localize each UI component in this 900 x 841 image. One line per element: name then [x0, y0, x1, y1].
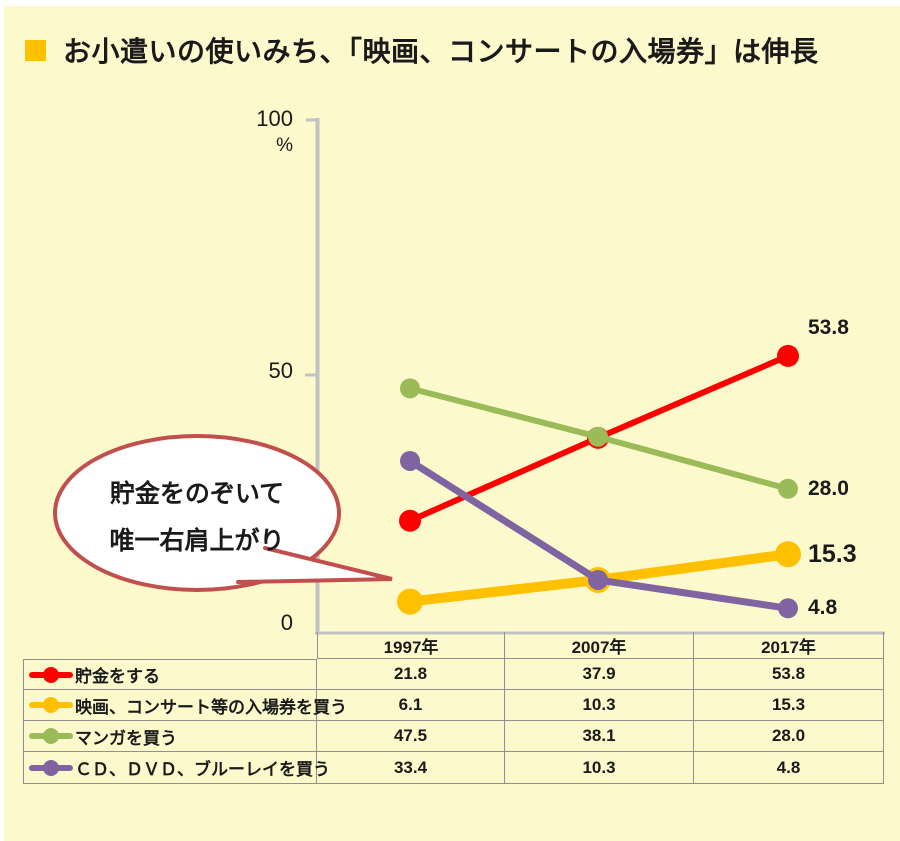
table-cell: 10.3: [505, 690, 694, 721]
legend-row-manga: マンガを買う: [23, 721, 317, 752]
series-marker-0: [399, 509, 421, 532]
y-axis-label-50: 50: [268, 358, 293, 383]
slide-background: [4, 6, 900, 841]
series-marker-3: [400, 450, 420, 471]
table-corner-empty: [23, 632, 317, 659]
table-cell: 4.8: [694, 752, 884, 784]
column-header-1997: 1997年: [317, 632, 505, 659]
series-marker-1: [775, 541, 801, 568]
table-cell: 33.4: [317, 752, 505, 784]
legend-label: 貯金をする: [75, 667, 160, 686]
end-value-label-0: 53.8: [808, 315, 849, 339]
legend-row-cd-dvd: ＣＤ、ＤＶＤ、ブルーレイを買う: [23, 752, 330, 784]
legend-marker-red-icon: [29, 666, 73, 684]
table-cell: 28.0: [694, 721, 884, 752]
table-cell: 38.1: [505, 721, 694, 752]
page-title: お小遣いの使いみち、「映画、コンサートの入場券」は伸長: [63, 36, 819, 67]
legend-row-tickets: 映画、コンサート等の入場券を買う: [23, 690, 347, 721]
legend-marker-gold-icon: [29, 696, 73, 714]
column-header-2007: 2007年: [505, 632, 694, 659]
table-cell: 53.8: [694, 659, 884, 690]
table-cell: 6.1: [317, 690, 505, 721]
title-bullet-square-icon: [25, 39, 46, 61]
speech-bubble: [53, 434, 393, 592]
series-marker-2: [400, 378, 420, 399]
table-cell: 37.9: [505, 659, 694, 690]
table-cell: 47.5: [317, 721, 505, 752]
table-cell: 15.3: [694, 690, 884, 721]
series-marker-0: [777, 344, 799, 367]
y-axis-unit-percent: %: [276, 135, 293, 156]
series-marker-2: [778, 478, 798, 499]
y-axis-label-0: 0: [280, 610, 293, 635]
table-cell: 21.8: [317, 659, 505, 690]
data-table: 1997年 2007年 2017年 貯金をする 21.8 37.9 53.8 映…: [23, 632, 884, 784]
legend-label: マンガを買う: [75, 728, 177, 748]
series-marker-3: [588, 569, 608, 590]
annotation-line-2: 唯一右肩上がり: [109, 527, 285, 555]
table-cell: 10.3: [505, 752, 694, 784]
legend-marker-purple-icon: [29, 759, 73, 777]
series-marker-1: [397, 588, 423, 615]
speech-bubble-tail: [236, 546, 393, 584]
series-marker-3: [778, 598, 798, 619]
series-marker-2: [588, 426, 608, 447]
title-row: お小遣いの使いみち、「映画、コンサートの入場券」は伸長: [25, 30, 819, 70]
end-value-label-2: 28.0: [808, 476, 849, 500]
annotation-line-1: 貯金をのぞいて: [109, 480, 285, 508]
legend-row-savings: 貯金をする: [23, 659, 317, 690]
y-axis-label-100: 100: [256, 106, 293, 131]
series-layer: [397, 344, 801, 619]
column-header-2017: 2017年: [694, 632, 884, 659]
legend-label: 映画、コンサート等の入場券を買う: [75, 697, 347, 717]
legend-label: ＣＤ、ＤＶＤ、ブルーレイを買う: [75, 760, 330, 779]
legend-marker-green-icon: [29, 727, 73, 745]
end-value-label-3: 4.8: [808, 596, 838, 620]
end-value-label-1: 15.3: [808, 540, 857, 569]
